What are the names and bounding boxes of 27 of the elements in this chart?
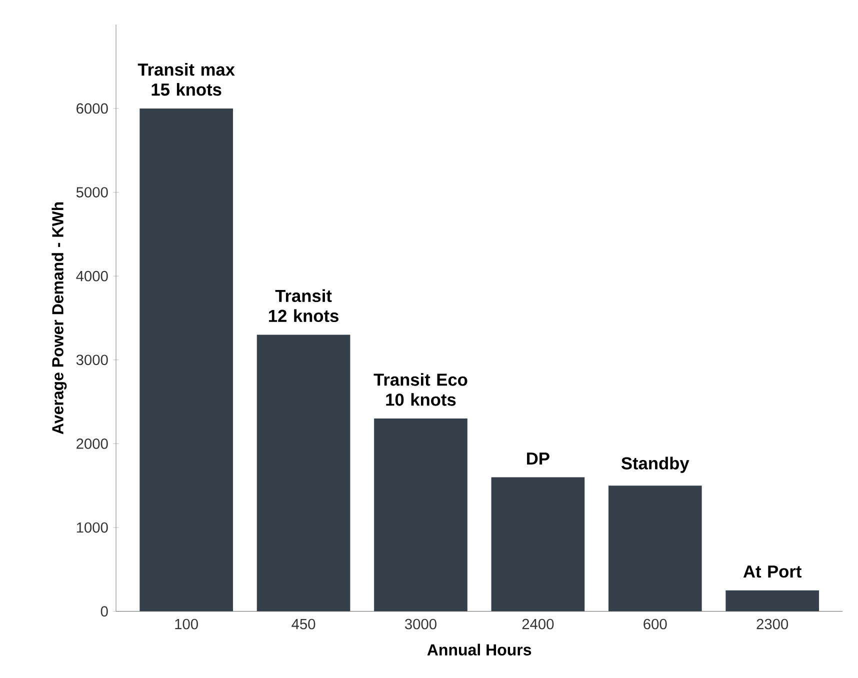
y-tick-label: 2000 <box>76 438 108 449</box>
y-tick-label: 0 <box>100 606 108 617</box>
bar <box>140 108 233 612</box>
y-tick-label: 1000 <box>76 522 108 533</box>
bar <box>491 477 585 612</box>
y-axis-title: Average Power Demand - KWh <box>52 202 67 434</box>
y-tick-label: 6000 <box>76 103 108 114</box>
x-tick-label: 600 <box>644 618 667 630</box>
annotation: At Port <box>743 566 802 578</box>
bar <box>256 334 350 612</box>
annotation: Transit max 15 knots <box>138 63 235 96</box>
bar <box>726 590 820 612</box>
x-tick-label: 100 <box>175 618 198 630</box>
annotation: DP <box>527 452 550 465</box>
x-tick-label: 2300 <box>756 618 788 630</box>
y-tick-label: 4000 <box>76 270 108 282</box>
x-axis-title: Annual Hours <box>427 644 532 656</box>
y-tick-label: 5000 <box>76 187 108 198</box>
annotation: Transit 12 knots <box>268 289 338 322</box>
x-tick-label: 3000 <box>404 618 436 630</box>
annotation: Standby <box>621 456 690 473</box>
x-tick-label: 2400 <box>522 618 554 630</box>
y-tick-label: 3000 <box>76 354 108 366</box>
bar <box>374 418 468 612</box>
bar <box>608 486 702 612</box>
annotation: Transit Eco 10 knots <box>374 373 468 406</box>
x-tick-label: 450 <box>292 618 316 630</box>
